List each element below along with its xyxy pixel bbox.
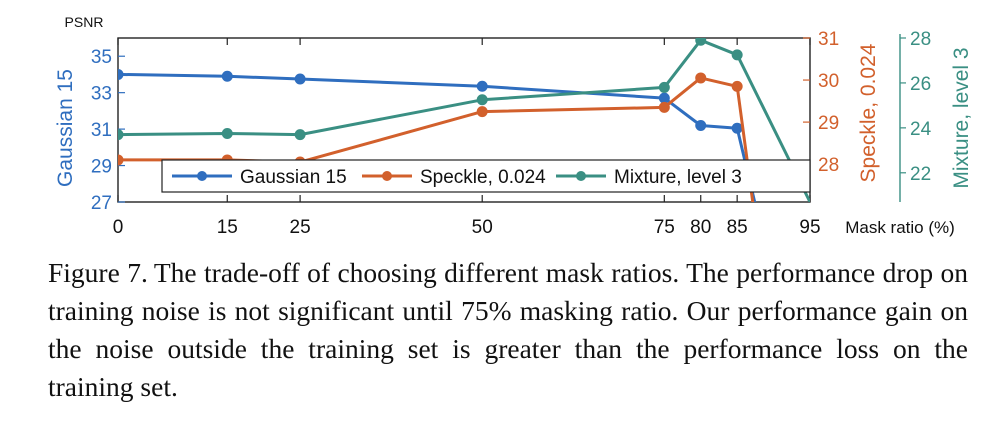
x-tick-label: 15 (217, 217, 238, 238)
right2-tick-label: 24 (910, 119, 932, 140)
caption-label: Figure 7. (48, 257, 148, 288)
right2-tick-label: 22 (910, 164, 931, 185)
x-tick-label: 50 (472, 217, 493, 238)
x-tick-label: 85 (727, 217, 748, 238)
left-tick-label: 31 (91, 120, 112, 141)
data-point-mixture (658, 81, 670, 93)
data-point-speckle (118, 154, 124, 166)
right2-tick-label: 26 (910, 74, 931, 95)
data-point-gaussian (294, 73, 306, 85)
data-point-gaussian (695, 119, 707, 131)
right1-tick-label: 30 (818, 71, 839, 92)
data-point-mixture (695, 38, 707, 46)
right1-axis-title: Speckle, 0.024 (857, 43, 880, 182)
x-tick-label: 95 (799, 217, 820, 238)
series-line-mixture (118, 38, 810, 202)
plot-frame (117, 37, 811, 203)
data-point-gaussian (221, 70, 233, 82)
left-axis-top-label: PSNR (65, 14, 104, 30)
right1-tick-label: 31 (818, 29, 839, 50)
legend-marker-speckle (382, 171, 392, 181)
right2-axis-title: Mixture, level 3 (950, 47, 973, 188)
legend-marker-gaussian (197, 171, 207, 181)
legend-box (161, 159, 811, 193)
left-tick-label: 35 (91, 47, 112, 68)
figure-caption: Figure 7. The trade-off of choosing diffe… (48, 254, 968, 406)
data-point-mixture (294, 129, 306, 141)
x-tick-label: 25 (290, 217, 311, 238)
data-point-gaussian (731, 122, 743, 134)
data-point-mixture (476, 94, 488, 106)
legend-label-gaussian: Gaussian 15 (240, 167, 347, 188)
left-tick-label: 29 (91, 157, 112, 178)
right1-tick-label: 29 (818, 113, 839, 134)
right1-tick-label: 28 (818, 155, 839, 176)
right2-tick-label: 28 (910, 29, 931, 50)
caption-text: The trade-off of choosing different mask… (48, 257, 968, 402)
data-point-mixture (731, 49, 743, 61)
legend-label-mixture: Mixture, level 3 (614, 167, 742, 188)
left-axis-title: Gaussian 15 (54, 69, 77, 187)
line-chart: 0 15 25 50 75 80 85 95 Mask ratio (%) 27 29 31 33 35 P… (54, 14, 973, 238)
x-axis-label: Mask ratio (%) (845, 218, 955, 237)
x-tick-label: 75 (654, 217, 675, 238)
left-tick-label: 33 (91, 84, 112, 105)
x-tick-label: 80 (690, 217, 711, 238)
data-point-mixture (221, 127, 233, 139)
data-point-speckle (695, 72, 707, 84)
x-tick-label: 0 (113, 217, 124, 238)
legend-marker-mixture (576, 171, 586, 181)
data-point-gaussian (658, 92, 670, 104)
data-point-gaussian (476, 80, 488, 92)
data-point-mixture (118, 129, 124, 141)
data-point-speckle (476, 106, 488, 118)
data-point-speckle (731, 80, 743, 92)
legend-label-speckle: Speckle, 0.024 (420, 167, 546, 188)
data-point-speckle (658, 101, 670, 113)
left-tick-label: 27 (91, 193, 112, 214)
data-point-gaussian (118, 68, 124, 80)
